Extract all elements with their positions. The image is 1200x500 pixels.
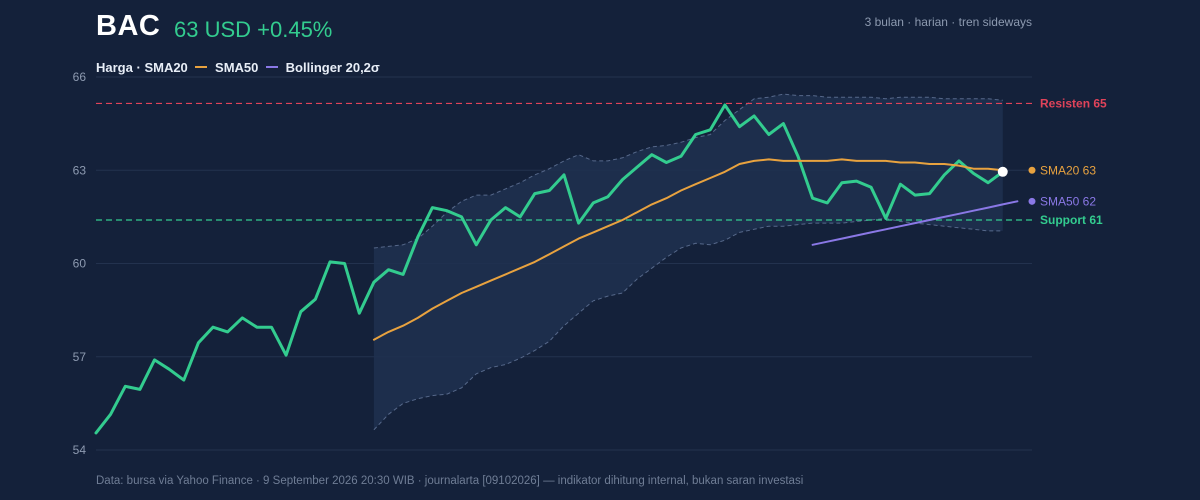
bollinger-upper-line [373, 93, 1003, 249]
legend-bollinger-swatch [266, 66, 279, 69]
price-end-point [997, 166, 1008, 177]
footer-source: Data: bursa via Yahoo Finance · 9 Septem… [96, 475, 804, 487]
sma20-line [372, 158, 1004, 341]
sma20-end-label: SMA20 63 [1040, 163, 1096, 177]
y-tick-label: 57 [73, 350, 87, 364]
bollinger-band-fill [373, 94, 1003, 430]
y-tick-label: 60 [73, 257, 87, 271]
legend: Harga · SMA20 SMA50 Bollinger 20,2σ [96, 60, 380, 75]
price-change: 63 USD +0.45% [174, 17, 333, 42]
legend-sma20: SMA20 [144, 60, 188, 75]
legend-separator: · [136, 60, 145, 75]
y-tick-label: 66 [73, 70, 87, 84]
sma20-end-point [1028, 166, 1036, 174]
y-tick-label: 54 [73, 443, 87, 457]
legend-sma20-swatch [195, 66, 208, 69]
support-label: Support 61 [1040, 213, 1103, 227]
sma50-end-label: SMA50 62 [1040, 194, 1096, 208]
bollinger-lower-line [373, 217, 1003, 431]
chart-subtitle: 3 bulan · harian · tren sideways [864, 15, 1032, 29]
resistance-label: Resisten 65 [1040, 96, 1107, 110]
ticker-symbol: BAC [96, 10, 161, 42]
legend-price: Harga [96, 60, 133, 75]
y-tick-label: 63 [73, 163, 87, 177]
legend-bollinger: Bollinger 20,2σ [285, 60, 380, 75]
price-line [94, 103, 1005, 435]
sma50-end-point [1028, 197, 1036, 205]
legend-sma50: SMA50 [215, 60, 259, 75]
sma50-line [811, 200, 1019, 246]
